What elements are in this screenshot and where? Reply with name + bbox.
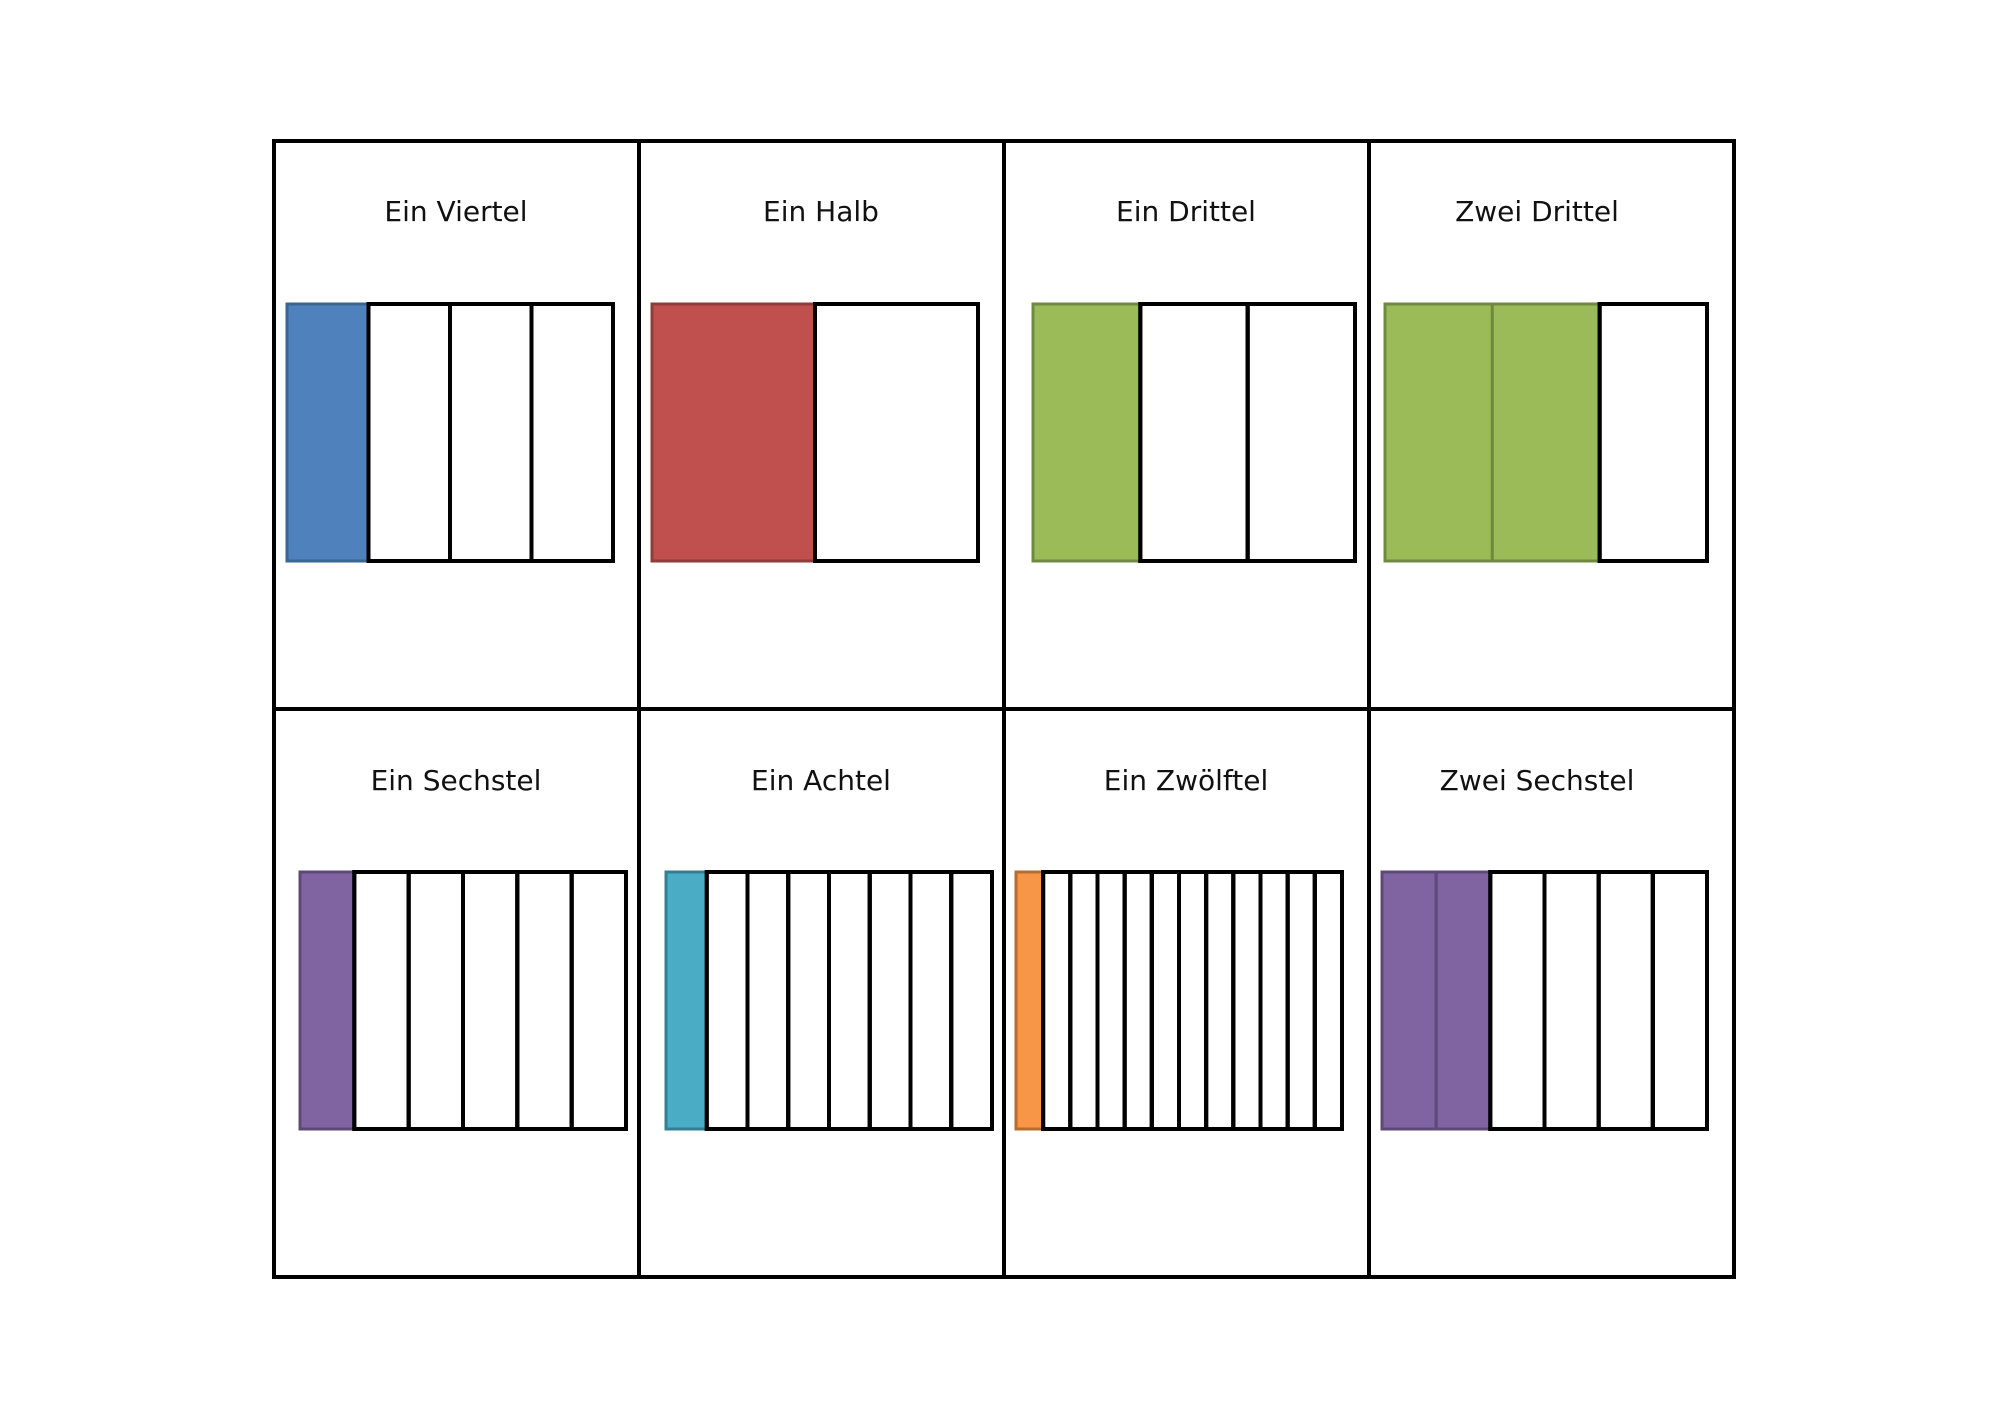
empty-segment [1122, 870, 1154, 1131]
fraction-bar-4 [1383, 302, 1709, 563]
empty-segment [1204, 870, 1236, 1131]
empty-segment [529, 302, 615, 563]
fraction-bar-6 [664, 870, 994, 1131]
fraction-bar-3 [1031, 302, 1357, 563]
empty-segment [448, 302, 534, 563]
empty-segment [867, 870, 913, 1131]
card-grid [272, 139, 1736, 1279]
empty-segment [1596, 870, 1655, 1131]
empty-segment [704, 870, 750, 1131]
segment-outline [1245, 302, 1357, 563]
segment-outline [949, 870, 994, 1131]
empty-segment [1245, 302, 1357, 563]
shaded-segment [664, 870, 709, 1131]
segment-outline [813, 302, 980, 563]
card-title-ein-halb: Ein Halb [763, 195, 879, 228]
empty-segment [1095, 870, 1127, 1131]
segment-outline [1312, 870, 1345, 1131]
empty-segment [406, 870, 465, 1131]
shaded-segment [1490, 302, 1602, 563]
fraction-bar-7 [1014, 870, 1345, 1131]
empty-segment [1312, 870, 1345, 1131]
empty-segment [569, 870, 629, 1131]
card-title-ein-achtel: Ein Achtel [751, 764, 891, 797]
empty-segment [827, 870, 872, 1131]
card-title-ein-sechstel: Ein Sechstel [371, 764, 542, 797]
fraction-bar-5 [298, 870, 629, 1131]
empty-segment [1488, 870, 1547, 1131]
card-title-zwei-sechstel: Zwei Sechstel [1440, 764, 1635, 797]
segment-outline [1650, 870, 1710, 1131]
empty-segment [1231, 870, 1263, 1131]
segment-outline [529, 302, 615, 563]
shaded-segment [298, 870, 356, 1131]
empty-segment [1041, 870, 1073, 1131]
shaded-segment [1434, 870, 1492, 1131]
shaded-segment [1380, 870, 1438, 1131]
empty-segment [515, 870, 574, 1131]
empty-segment [1068, 870, 1100, 1131]
empty-segment [908, 870, 954, 1131]
empty-segment [949, 870, 994, 1131]
empty-segment [366, 302, 452, 563]
fraction-bar-8 [1380, 870, 1710, 1131]
empty-segment [813, 302, 980, 563]
segment-outline [569, 870, 629, 1131]
card-title-ein-zwoelftel: Ein Zwölftel [1104, 764, 1268, 797]
empty-segment [1149, 870, 1182, 1131]
empty-segment [1597, 302, 1709, 563]
empty-segment [1258, 870, 1290, 1131]
empty-segment [1285, 870, 1317, 1131]
segment-outline [1597, 302, 1709, 563]
card-titles: Ein Viertel Ein Halb Ein Drittel Zwei Dr… [371, 195, 1635, 797]
empty-segment [1650, 870, 1710, 1131]
fraction-bar-1 [285, 302, 615, 563]
empty-segment [1177, 870, 1209, 1131]
shaded-segment [285, 302, 370, 563]
shaded-segment [1014, 870, 1045, 1131]
empty-segment [1138, 302, 1250, 563]
fraction-bars [285, 302, 1710, 1131]
empty-segment [461, 870, 520, 1131]
empty-segment [352, 870, 411, 1131]
card-title-zwei-drittel: Zwei Drittel [1455, 195, 1619, 228]
empty-segment [1542, 870, 1601, 1131]
empty-segment [745, 870, 791, 1131]
fraction-bar-2 [650, 302, 980, 563]
empty-segment [786, 870, 831, 1131]
shaded-segment [1031, 302, 1142, 563]
card-title-ein-viertel: Ein Viertel [384, 195, 527, 228]
card-title-ein-drittel: Ein Drittel [1116, 195, 1256, 228]
shaded-segment [1383, 302, 1494, 563]
shaded-segment [650, 302, 817, 563]
